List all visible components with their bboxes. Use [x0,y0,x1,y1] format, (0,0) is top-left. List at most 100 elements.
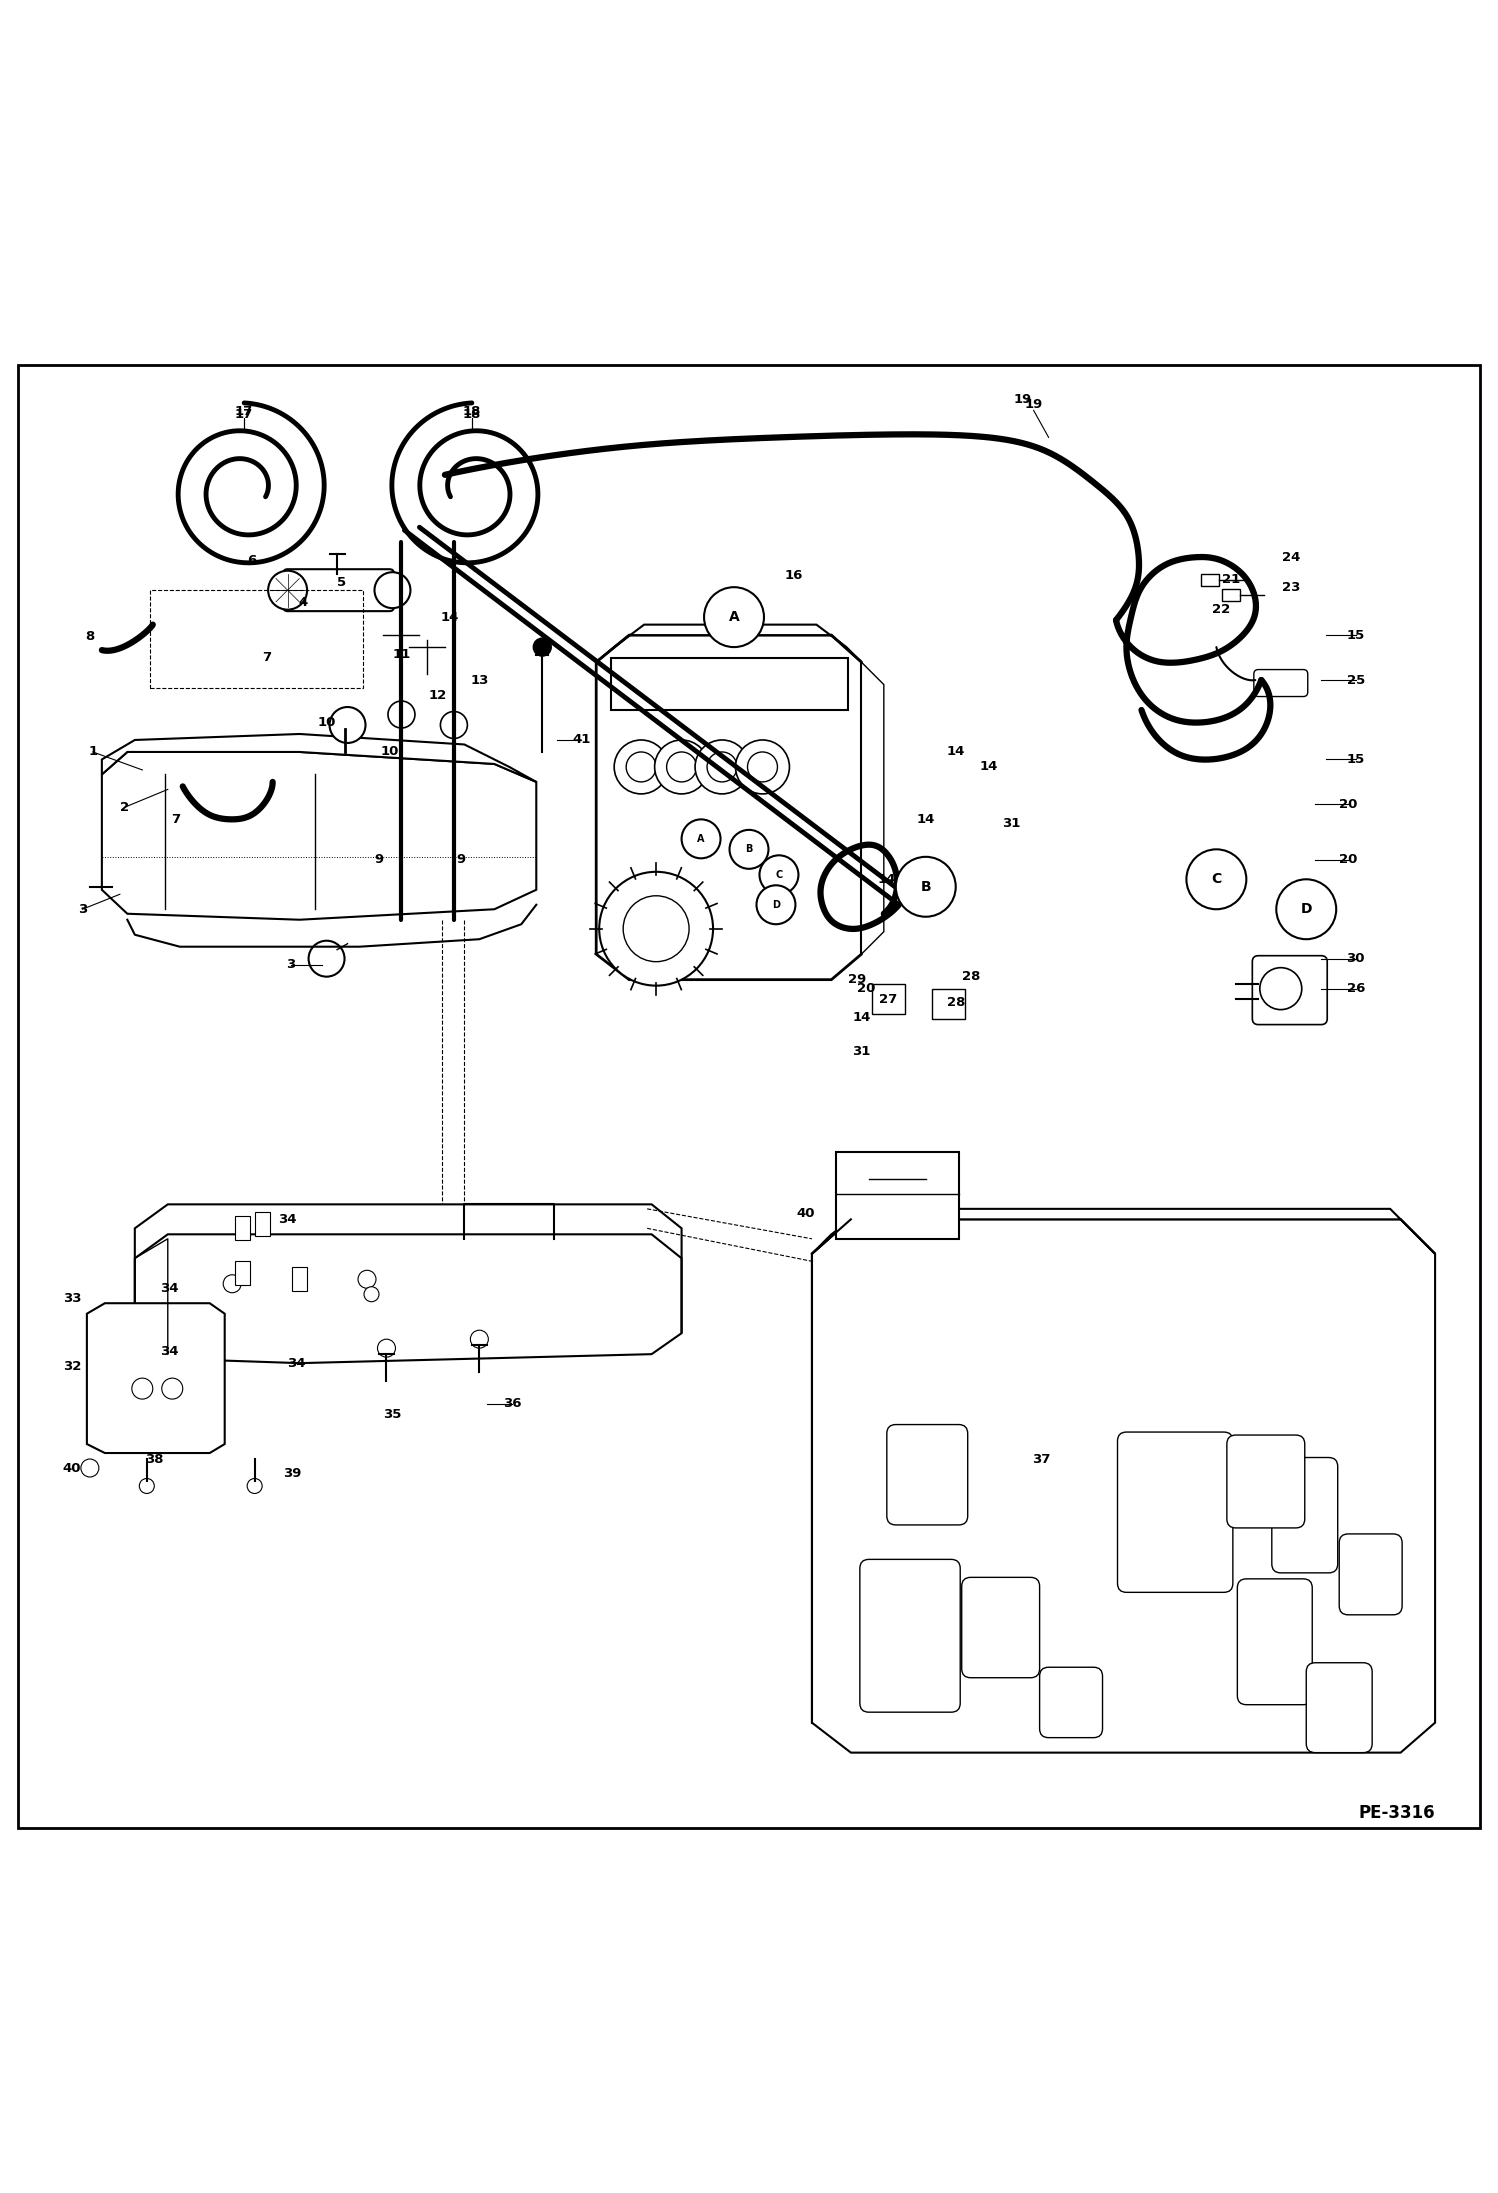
Circle shape [223,1274,241,1292]
Circle shape [682,820,721,857]
Text: 21: 21 [1222,572,1240,586]
FancyBboxPatch shape [1040,1667,1103,1737]
Circle shape [748,752,777,783]
Circle shape [1260,967,1302,1009]
Text: 8: 8 [85,629,94,643]
Polygon shape [135,1204,682,1364]
Text: 3: 3 [78,904,87,917]
FancyBboxPatch shape [1237,1579,1312,1704]
Text: 18: 18 [463,408,481,421]
Text: 12: 12 [428,689,446,702]
Circle shape [695,739,749,794]
Text: 28: 28 [947,996,965,1009]
Text: 9: 9 [457,853,466,866]
Text: 29: 29 [848,974,866,987]
Polygon shape [812,1219,1435,1752]
Circle shape [707,752,737,783]
Polygon shape [87,1303,225,1454]
Circle shape [730,829,768,868]
Polygon shape [861,662,884,954]
Text: B: B [920,879,932,895]
Text: 38: 38 [145,1452,163,1465]
FancyBboxPatch shape [1252,956,1327,1024]
Text: D: D [1300,901,1312,917]
FancyBboxPatch shape [962,1577,1040,1678]
Bar [292,1268,307,1292]
Text: 20: 20 [1339,798,1357,811]
Circle shape [1186,849,1246,910]
Bar [1222,588,1240,601]
Text: 34: 34 [288,1357,306,1371]
Text: 34: 34 [160,1281,178,1294]
Circle shape [599,873,713,985]
Polygon shape [812,1208,1435,1254]
FancyBboxPatch shape [1118,1432,1233,1592]
Bar [836,1151,959,1239]
Polygon shape [102,752,536,919]
Text: 30: 30 [1347,952,1365,965]
Text: C: C [1212,873,1221,886]
Text: 35: 35 [383,1408,401,1421]
FancyBboxPatch shape [1306,1662,1372,1752]
Text: 14: 14 [440,610,458,623]
Text: 1: 1 [88,746,97,759]
Text: 17: 17 [235,408,253,421]
Circle shape [759,855,798,895]
Text: 2: 2 [120,800,129,814]
Text: 31: 31 [1002,818,1020,831]
Text: 11: 11 [392,649,410,660]
Text: PE-3316: PE-3316 [1359,1803,1435,1822]
Text: 5: 5 [337,577,346,590]
Polygon shape [102,735,536,783]
Text: 15: 15 [1347,752,1365,765]
Text: 20: 20 [1339,853,1357,866]
Text: 16: 16 [785,568,803,581]
Circle shape [440,711,467,739]
Circle shape [533,638,551,656]
Text: 23: 23 [1282,581,1300,594]
Text: 32: 32 [63,1360,81,1373]
Text: 40: 40 [63,1461,81,1474]
Text: 24: 24 [1282,550,1300,564]
FancyBboxPatch shape [1227,1434,1305,1529]
Text: 40: 40 [797,1206,815,1219]
Text: 14: 14 [852,1011,870,1024]
Text: 3: 3 [286,958,295,971]
Text: 33: 33 [63,1292,81,1305]
Circle shape [470,1331,488,1349]
Circle shape [374,572,410,607]
Circle shape [756,886,795,923]
Text: 14: 14 [947,746,965,759]
FancyBboxPatch shape [1254,669,1308,697]
Text: 14: 14 [878,873,896,886]
Text: 28: 28 [962,969,980,982]
Text: 37: 37 [1032,1452,1050,1465]
Circle shape [162,1377,183,1399]
Bar [235,1261,250,1285]
Text: 26: 26 [1347,982,1365,996]
Text: 19: 19 [1025,397,1043,410]
FancyBboxPatch shape [887,1425,968,1524]
Text: 7: 7 [171,814,180,827]
Text: 13: 13 [470,673,488,686]
Bar [235,1217,250,1241]
Text: 15: 15 [1347,629,1365,643]
Text: 9: 9 [374,853,383,866]
Circle shape [268,570,307,610]
Text: A: A [728,610,740,625]
Circle shape [667,752,697,783]
Bar [611,658,848,711]
Bar [150,779,382,882]
Text: A: A [697,833,706,844]
Text: 36: 36 [503,1397,521,1410]
Circle shape [377,1340,395,1357]
Bar [872,985,905,1013]
Text: 14: 14 [980,761,998,774]
FancyBboxPatch shape [1272,1458,1338,1572]
Text: 25: 25 [1347,673,1365,686]
FancyBboxPatch shape [860,1559,960,1713]
Text: 14: 14 [917,814,935,827]
Circle shape [247,1478,262,1493]
Circle shape [388,702,415,728]
Circle shape [132,1377,153,1399]
